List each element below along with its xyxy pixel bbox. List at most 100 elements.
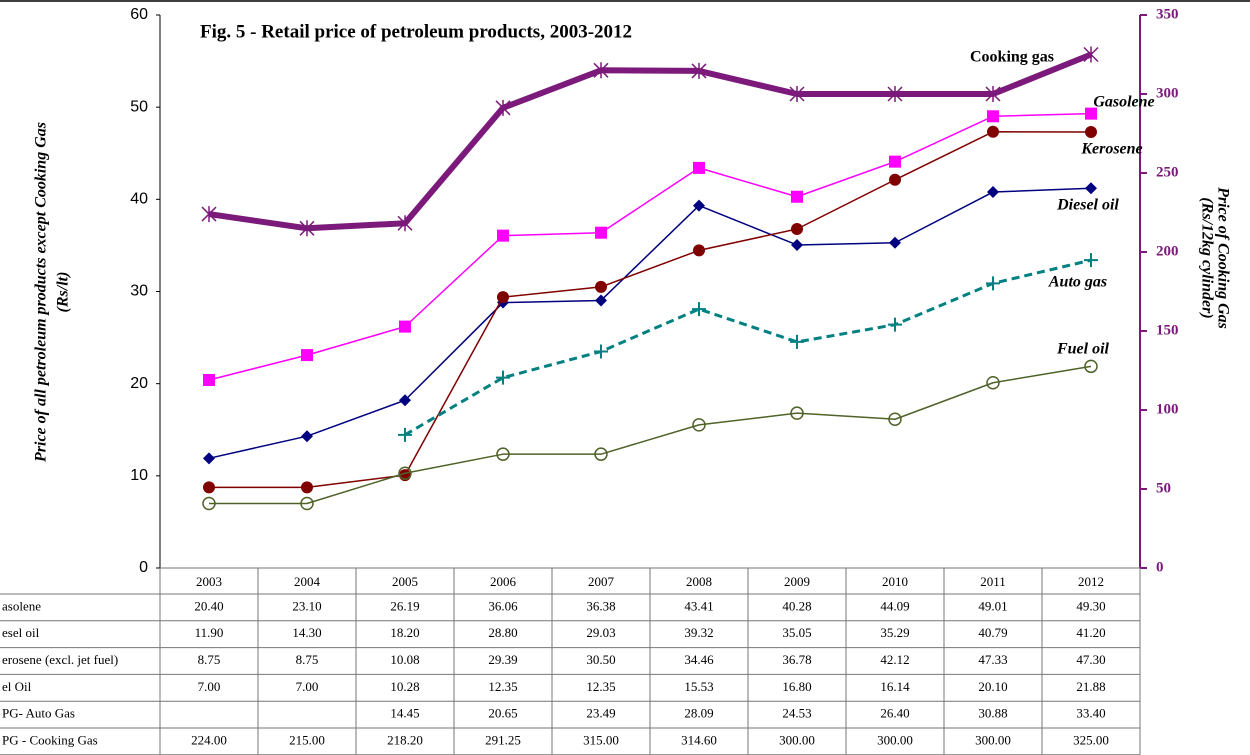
marker: [1085, 182, 1097, 195]
y2-tick-label: 0: [1156, 559, 1164, 575]
table-cell: 36.06: [488, 598, 518, 613]
series-line: [208, 51, 1093, 232]
marker: [986, 375, 1000, 390]
table-cell: 12.35: [586, 679, 615, 694]
table-cell: 40.28: [782, 598, 811, 613]
table-cell: 44.09: [880, 598, 909, 613]
series-label: Cooking gas: [970, 49, 1054, 66]
table-cell: 300.00: [877, 732, 913, 747]
y-tick-label: 0: [139, 559, 148, 576]
table-cell: 15.53: [684, 679, 713, 694]
table-cell: 28.09: [684, 706, 713, 721]
marker: [594, 344, 608, 359]
table-cell: 29.39: [488, 652, 517, 667]
table-cell: 42.12: [880, 652, 909, 667]
row-label: esel oil: [2, 625, 40, 640]
marker: [887, 86, 903, 102]
series-line: [404, 258, 1092, 437]
marker: [595, 294, 607, 307]
table-cell: 47.30: [1076, 652, 1105, 667]
table-cell: 14.30: [292, 625, 321, 640]
marker: [301, 430, 313, 443]
y-tick-label: 20: [130, 375, 148, 392]
marker: [301, 481, 313, 494]
table-cell: 43.41: [684, 598, 713, 613]
x-tick-label: 2010: [882, 574, 908, 589]
series-line: [209, 365, 1092, 505]
y2-tick-label: 350: [1156, 6, 1179, 22]
table-cell: 34.46: [684, 652, 714, 667]
y2-tick-label: 100: [1156, 401, 1179, 417]
table-cell: 29.03: [586, 625, 615, 640]
table-cell: 49.30: [1076, 598, 1105, 613]
marker: [889, 173, 901, 186]
marker: [496, 447, 510, 461]
table-cell: 8.75: [296, 652, 319, 667]
marker: [202, 496, 216, 511]
table-cell: 39.32: [684, 625, 713, 640]
table-cell: 10.28: [390, 679, 419, 694]
table-cell: 16.80: [782, 679, 811, 694]
marker: [790, 406, 804, 420]
marker: [987, 125, 999, 138]
chart-title: Fig. 5 - Retail price of petroleum produ…: [200, 21, 632, 42]
marker: [987, 186, 999, 199]
row-label: erosene (excl. jet fuel): [2, 652, 118, 667]
table-cell: 35.29: [880, 625, 909, 640]
table-cell: 325.00: [1073, 732, 1109, 747]
table-cell: 215.00: [289, 732, 325, 747]
y2-axis-title: Price of Cooking Gas: [1214, 186, 1231, 329]
marker: [789, 86, 805, 102]
table-cell: 40.79: [978, 625, 1007, 640]
y2-tick-label: 50: [1156, 480, 1171, 496]
table-cell: 7.00: [198, 679, 221, 694]
row-label: PG - Cooking Gas: [2, 732, 98, 747]
table-cell: 18.20: [390, 625, 419, 640]
table-cell: 315.00: [583, 732, 619, 747]
y2-tick-label: 200: [1156, 243, 1179, 259]
table-cell: 20.10: [978, 679, 1007, 694]
table-cell: 36.78: [782, 652, 811, 667]
x-tick-label: 2006: [490, 574, 517, 589]
table-cell: 20.65: [488, 706, 517, 721]
table-cell: 49.01: [978, 598, 1007, 613]
x-tick-label: 2005: [392, 574, 418, 589]
marker: [691, 62, 707, 79]
marker: [398, 427, 412, 442]
series-line: [209, 131, 1092, 489]
series-label: Auto gas: [1048, 274, 1107, 291]
table-cell: 14.45: [390, 706, 419, 721]
marker: [985, 86, 1001, 102]
marker: [299, 220, 315, 237]
table-cell: 300.00: [975, 732, 1011, 747]
series-line: [208, 112, 1092, 381]
marker: [399, 320, 411, 333]
y-axis-title: (Rs/lt): [55, 272, 72, 313]
table-cell: 291.25: [485, 732, 521, 747]
marker: [889, 236, 901, 249]
row-label: asolene: [2, 598, 41, 613]
table-cell: 16.14: [880, 679, 910, 694]
table-cell: 28.80: [488, 625, 517, 640]
marker: [300, 496, 314, 511]
marker: [201, 206, 217, 223]
marker: [1085, 107, 1097, 120]
x-tick-label: 2011: [980, 574, 1006, 589]
marker: [203, 373, 215, 386]
table-cell: 23.10: [292, 598, 321, 613]
table-cell: 300.00: [779, 732, 815, 747]
marker: [889, 155, 901, 168]
table-cell: 30.88: [978, 706, 1007, 721]
marker: [301, 349, 313, 362]
table-cell: 12.35: [488, 679, 517, 694]
table-cell: 36.38: [586, 598, 615, 613]
marker: [692, 418, 706, 432]
marker: [1085, 126, 1097, 139]
marker: [693, 199, 705, 212]
y2-tick-label: 250: [1156, 164, 1179, 180]
y-tick-label: 60: [130, 6, 148, 23]
table-cell: 33.40: [1076, 706, 1105, 721]
x-tick-label: 2008: [686, 574, 712, 589]
marker: [595, 226, 607, 239]
